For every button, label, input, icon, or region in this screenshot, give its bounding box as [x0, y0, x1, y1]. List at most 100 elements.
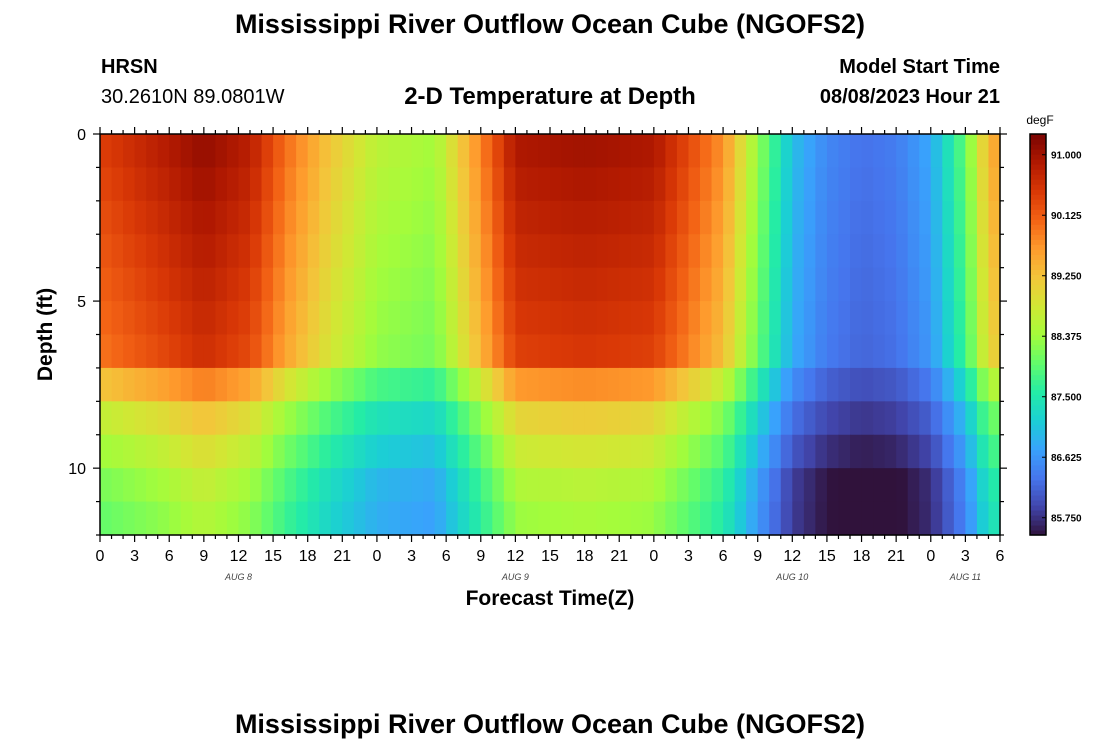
heatmap-cell [215, 334, 228, 369]
heatmap-cell [896, 434, 909, 469]
colorbar-segment [1030, 289, 1046, 295]
heatmap-cell [492, 501, 505, 536]
heatmap-cell [515, 301, 528, 336]
heatmap-cell [111, 200, 124, 235]
heatmap-cell [907, 367, 920, 402]
heatmap-cell [780, 200, 793, 235]
heatmap-cell [976, 334, 990, 369]
heatmap-cell [376, 334, 390, 369]
heatmap-cell [492, 468, 505, 503]
heatmap-cell [965, 401, 978, 436]
heatmap-cell [376, 468, 390, 503]
heatmap-cell [665, 134, 678, 169]
heatmap-cell [757, 434, 770, 469]
heatmap-cell [815, 301, 828, 336]
heatmap-cell [538, 134, 551, 169]
heatmap-cell [792, 167, 805, 202]
heatmap-cell [953, 167, 966, 202]
heatmap-cell [342, 200, 355, 235]
x-tick-label: 6 [719, 548, 728, 565]
heatmap-cell [376, 200, 390, 235]
heatmap-cell [411, 234, 424, 269]
heatmap-cell [988, 301, 1001, 336]
heatmap-cell [780, 334, 793, 369]
heatmap-cell [850, 167, 863, 202]
x-tick-label: 15 [264, 548, 282, 565]
heatmap-cell [307, 134, 320, 169]
colorbar-segment [1030, 184, 1046, 190]
heatmap-cell [838, 468, 851, 503]
heatmap-cell [861, 367, 874, 402]
heatmap-cell [803, 468, 816, 503]
heatmap-cell [146, 167, 159, 202]
heatmap-cell [157, 367, 170, 402]
heatmap-cell [861, 267, 874, 302]
heatmap-cell [100, 200, 113, 235]
heatmap-cell [273, 367, 286, 402]
heatmap-cell [111, 301, 124, 336]
heatmap-cell [134, 468, 147, 503]
heatmap-cell [873, 134, 886, 169]
heatmap-cell [896, 200, 909, 235]
heatmap-cell [146, 434, 159, 469]
heatmap-cell [411, 334, 424, 369]
heatmap-cell [330, 367, 343, 402]
heatmap-cell [965, 134, 978, 169]
heatmap-cell [365, 301, 378, 336]
heatmap-cell [503, 167, 516, 202]
heatmap-cell [803, 234, 816, 269]
heatmap-cell [330, 200, 343, 235]
heatmap-cell [296, 301, 309, 336]
x-tick-label: 9 [199, 548, 208, 565]
heatmap-cell [676, 234, 690, 269]
heatmap-cell [353, 200, 366, 235]
heatmap-cell [261, 501, 274, 536]
x-tick-label: 12 [506, 548, 524, 565]
heatmap-cell [134, 167, 147, 202]
heatmap-cell [607, 167, 620, 202]
heatmap-cell [365, 200, 378, 235]
heatmap-cell [861, 134, 874, 169]
heatmap-cell [850, 134, 863, 169]
heatmap-cell [942, 434, 955, 469]
heatmap-cell [780, 501, 793, 536]
colorbar-segment [1030, 164, 1046, 170]
heatmap-cell [746, 200, 759, 235]
heatmap-cell [388, 234, 401, 269]
heatmap-cell [550, 367, 563, 402]
heatmap-cell [826, 234, 840, 269]
colorbar-segment [1030, 439, 1046, 446]
colorbar-segment [1030, 384, 1046, 391]
heatmap-cell [192, 401, 205, 436]
heatmap-cell [734, 468, 747, 503]
heatmap-cell [203, 434, 216, 469]
heatmap-cell [838, 234, 851, 269]
heatmap-cell [180, 334, 193, 369]
heatmap-cell [307, 501, 320, 536]
x-tick-label: 9 [476, 548, 485, 565]
heatmap-cell [376, 434, 390, 469]
heatmap-cell [792, 134, 805, 169]
heatmap-cell [780, 267, 793, 302]
heatmap-cell [515, 401, 528, 436]
heatmap-cell [353, 234, 366, 269]
colorbar-segment [1030, 219, 1046, 225]
colorbar-segment [1030, 359, 1046, 366]
heatmap-cell [584, 434, 597, 469]
heatmap-cell [619, 468, 632, 503]
x-tick-label: 3 [407, 548, 416, 565]
heatmap-cell [342, 501, 355, 536]
heatmap-cell [226, 334, 240, 369]
heatmap-cell [457, 301, 470, 336]
heatmap-cell [261, 334, 274, 369]
heatmap-cell [976, 234, 990, 269]
heatmap-cell [653, 501, 666, 536]
colorbar-segment [1030, 229, 1046, 235]
heatmap-cell [700, 334, 713, 369]
heatmap-cell [411, 401, 424, 436]
heatmap-cell [746, 367, 759, 402]
heatmap-cell [238, 301, 251, 336]
heatmap-cell [111, 334, 124, 369]
heatmap-cell [965, 267, 978, 302]
heatmap-cell [111, 167, 124, 202]
